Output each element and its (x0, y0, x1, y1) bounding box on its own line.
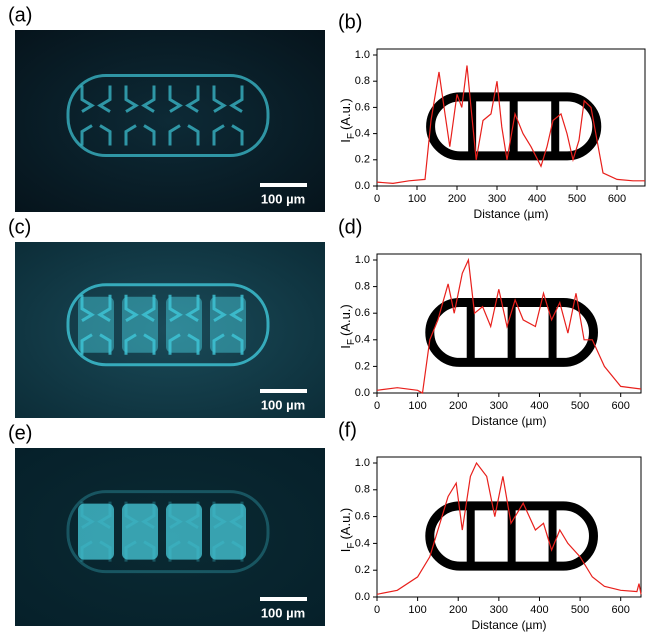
x-tick-label: 300 (488, 193, 506, 205)
y-tick-label: 0.8 (355, 75, 370, 87)
x-axis-label: Distance (µm) (472, 618, 547, 632)
y-label-subscript: F (346, 339, 357, 345)
y-label-unit: (A.u.) (338, 98, 353, 130)
x-tick-label: 200 (449, 400, 467, 412)
y-tick-label: 0.6 (355, 511, 370, 523)
x-axis-label: Distance (µm) (472, 414, 547, 428)
x-tick-label: 100 (408, 193, 426, 205)
y-tick-label: 0.8 (355, 281, 370, 293)
figure: (a) 100 µm (c) 100 µm (e) 100 µm (b) 0 100 200 300… (0, 0, 648, 632)
y-tick-label: 1.0 (355, 457, 370, 469)
y-tick-label: 1.0 (355, 254, 370, 266)
y-tick-label: 0.0 (355, 591, 370, 603)
x-tick-label: 600 (612, 604, 630, 616)
x-tick-label: 600 (608, 193, 626, 205)
panel-label: (c) (8, 216, 31, 238)
y-tick-label: 1.0 (355, 49, 370, 61)
y-tick-label: 0.0 (355, 180, 370, 192)
x-tick-label: 200 (449, 604, 467, 616)
x-tick-label: 100 (408, 400, 426, 412)
x-tick-label: 500 (568, 193, 586, 205)
y-tick-label: 0.6 (355, 307, 370, 319)
x-tick-label: 400 (530, 604, 548, 616)
y-tick-label: 0.2 (355, 360, 370, 372)
y-label-subscript: F (346, 133, 357, 139)
x-tick-label: 600 (612, 400, 630, 412)
panel-label: (d) (338, 216, 362, 238)
panel-label: (e) (8, 422, 32, 444)
panel-label: (b) (338, 11, 362, 33)
x-axis-label: Distance (µm) (474, 207, 549, 221)
y-tick-label: 0.0 (355, 387, 370, 399)
scale-bar-label: 100 µm (261, 191, 305, 206)
x-tick-label: 400 (528, 193, 546, 205)
y-tick-label: 0.8 (355, 484, 370, 496)
panel-label: (f) (338, 419, 357, 441)
x-tick-label: 300 (490, 400, 508, 412)
y-tick-label: 0.4 (355, 128, 370, 140)
y-label-unit: (A.u.) (338, 304, 353, 336)
y-tick-label: 0.2 (355, 154, 370, 166)
x-tick-label: 200 (448, 193, 466, 205)
x-tick-label: 500 (571, 400, 589, 412)
x-tick-label: 500 (571, 604, 589, 616)
x-tick-label: 300 (490, 604, 508, 616)
x-tick-label: 0 (374, 193, 380, 205)
y-tick-label: 0.2 (355, 564, 370, 576)
x-tick-label: 100 (408, 604, 426, 616)
x-tick-label: 400 (530, 400, 548, 412)
panel-label: (a) (8, 4, 32, 26)
y-tick-label: 0.4 (355, 537, 370, 549)
x-tick-label: 0 (374, 604, 380, 616)
y-label-subscript: F (346, 543, 357, 549)
y-label-unit: (A.u.) (338, 508, 353, 540)
scale-bar-label: 100 µm (261, 397, 305, 412)
y-tick-label: 0.4 (355, 334, 370, 346)
x-tick-label: 0 (374, 400, 380, 412)
scale-bar-label: 100 µm (261, 605, 305, 620)
y-tick-label: 0.6 (355, 101, 370, 113)
